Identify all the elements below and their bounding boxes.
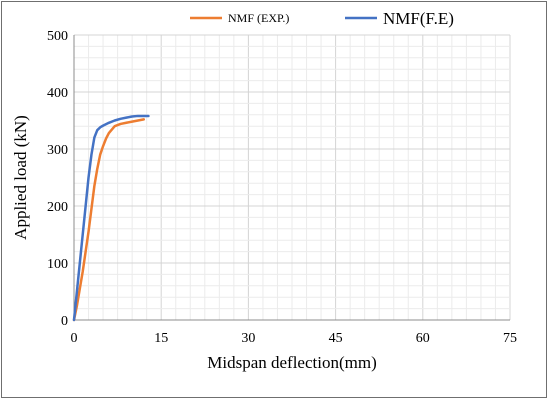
grid [74, 34, 511, 320]
x-tick-label: 30 [241, 331, 255, 346]
series-line-exp [72, 118, 146, 322]
y-tick-label: 300 [47, 143, 68, 158]
axes [73, 35, 510, 321]
y-axis-title: Applied load (kN) [11, 115, 30, 240]
x-tick-label: 0 [71, 331, 78, 346]
legend: NMF (EXP.) NMF(F.E) [190, 9, 454, 28]
y-tick-label: 0 [61, 314, 68, 329]
legend-label-fe: NMF(F.E) [383, 9, 454, 28]
legend-label-exp: NMF (EXP.) [228, 11, 289, 25]
x-tick-label: 15 [154, 331, 168, 346]
series-line-fe [72, 114, 150, 322]
series-lines [72, 114, 150, 322]
y-tick-label: 100 [47, 257, 68, 272]
y-tick-label: 200 [47, 200, 68, 215]
x-tick-label: 60 [416, 331, 430, 346]
x-tick-label: 45 [329, 331, 343, 346]
x-tick-label: 75 [503, 331, 517, 346]
tick-labels: 0 15 30 45 60 75 0 100 200 300 400 500 [47, 29, 517, 346]
y-tick-label: 400 [47, 86, 68, 101]
x-axis-title: Midspan deflection(mm) [207, 353, 377, 372]
y-tick-label: 500 [47, 29, 68, 44]
